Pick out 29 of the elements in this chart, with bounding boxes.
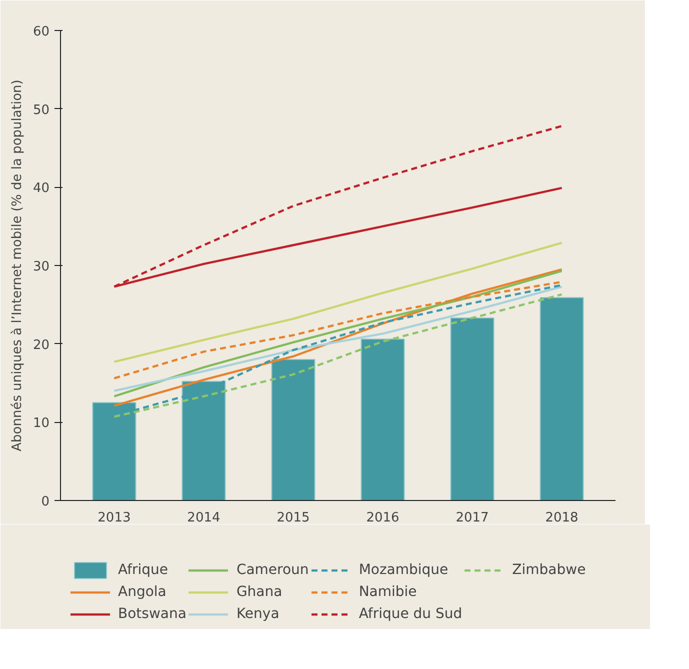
legend-label: Botswana — [118, 606, 186, 622]
legend-label: Afrique du Sud — [358, 606, 462, 622]
legend-label: Namibie — [358, 584, 417, 600]
bar — [360, 338, 405, 500]
x-tick-label: 2014 — [187, 510, 220, 526]
y-tick-label: 0 — [41, 494, 50, 510]
bar — [450, 317, 494, 500]
y-tick-label: 20 — [32, 338, 50, 353]
legend-label: Kenya — [236, 606, 280, 622]
x-tick-label: 2016 — [366, 510, 400, 526]
line-series — [113, 286, 563, 392]
legend-label: Angola — [118, 584, 166, 600]
y-tick-label: 10 — [32, 416, 50, 432]
x-tick-label: 2018 — [545, 510, 578, 526]
x-tick-label: 2013 — [98, 510, 131, 526]
y-tick-label: 60 — [32, 24, 50, 40]
y-tick-label: 40 — [32, 181, 50, 196]
legend-label: Zimbabwe — [512, 562, 586, 578]
y-axis-title: Abonnés uniques à l’Internet mobile (% de la population) — [10, 80, 25, 452]
x-tick-label: 2017 — [456, 510, 489, 526]
legend-label: Afrique — [118, 562, 168, 578]
y-tick-label: 50 — [32, 102, 50, 118]
legend-label: Ghana — [236, 584, 282, 600]
y-tick-label: 30 — [32, 260, 50, 274]
line-series — [113, 242, 563, 363]
x-tick-label: 2015 — [276, 510, 310, 526]
bar — [540, 297, 584, 500]
legend-label: Cameroun — [236, 562, 309, 578]
legend-label: Mozambique — [358, 562, 448, 578]
